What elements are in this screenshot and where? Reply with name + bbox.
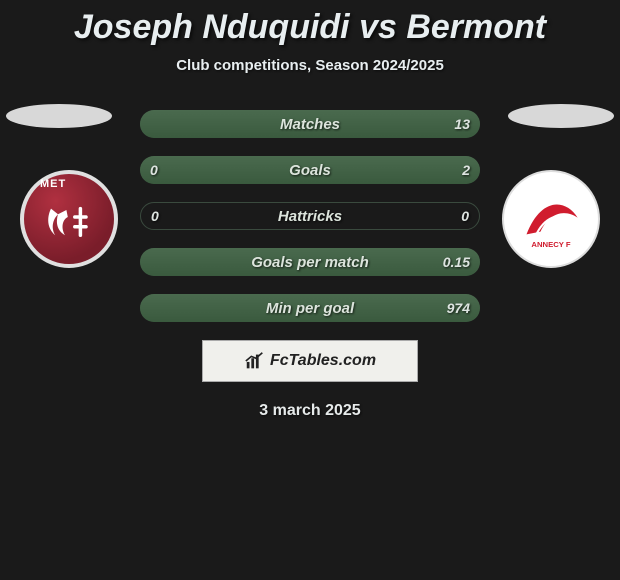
stat-label: Hattricks (278, 208, 342, 225)
stat-label: Goals (289, 162, 331, 179)
stat-label: Matches (280, 116, 340, 133)
stat-right-value: 0 (461, 208, 469, 224)
stat-row-gpm: Goals per match 0.15 (140, 248, 480, 276)
player-left-ellipse (6, 104, 112, 128)
stat-row-goals: 0 Goals 2 (140, 156, 480, 184)
crest-left-text: MET (40, 178, 66, 190)
annecy-icon: ANNECY F (516, 184, 586, 254)
page-title: Joseph Nduquidi vs Bermont (0, 0, 620, 47)
comparison-panel: MET ANNECY F Matches 13 0 Goals 2 0 Hatt… (0, 110, 620, 420)
stat-left-value: 0 (151, 208, 159, 224)
stat-left-value: 0 (150, 162, 158, 178)
stat-right-value: 13 (454, 116, 470, 132)
chart-icon (244, 350, 266, 372)
stat-label: Min per goal (266, 300, 354, 317)
svg-text:ANNECY F: ANNECY F (531, 240, 570, 249)
stat-row-matches: Matches 13 (140, 110, 480, 138)
subtitle: Club competitions, Season 2024/2025 (0, 57, 620, 74)
date-label: 3 march 2025 (0, 402, 620, 420)
stat-row-hattricks: 0 Hattricks 0 (140, 202, 480, 230)
brand-text: FcTables.com (270, 352, 376, 370)
player-right-ellipse (508, 104, 614, 128)
stat-bars: Matches 13 0 Goals 2 0 Hattricks 0 Goals… (140, 110, 480, 322)
stat-right-value: 2 (462, 162, 470, 178)
stat-row-mpg: Min per goal 974 (140, 294, 480, 322)
club-crest-right: ANNECY F (502, 170, 600, 268)
stat-right-value: 974 (447, 300, 470, 316)
club-crest-left: MET (20, 170, 118, 268)
brand-box[interactable]: FcTables.com (202, 340, 418, 382)
stat-right-value: 0.15 (443, 254, 470, 270)
stat-label: Goals per match (251, 254, 369, 271)
